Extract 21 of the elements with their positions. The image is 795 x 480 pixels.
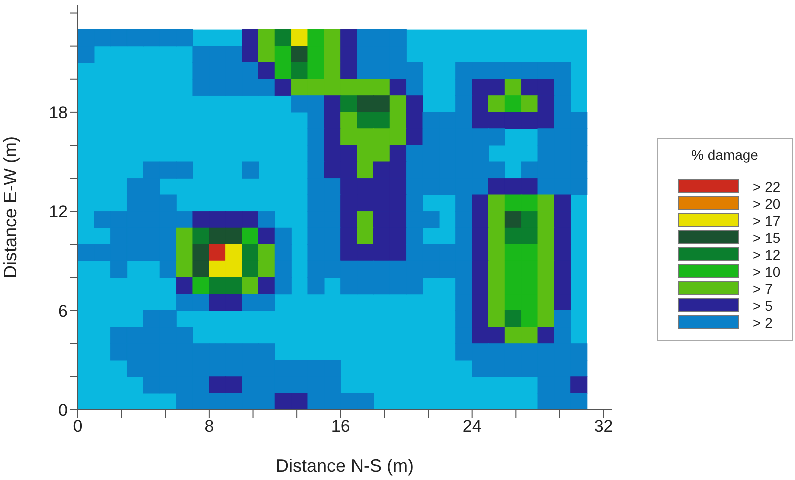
color-bar-label: > 2 (753, 315, 774, 331)
color-bar-title: % damage (692, 147, 759, 163)
x-tick-label: 24 (462, 417, 482, 436)
color-bar-label: > 5 (753, 298, 774, 314)
color-bar-label: > 20 (753, 196, 781, 212)
x-tick-label: 8 (204, 417, 214, 436)
x-tick-label: 16 (331, 417, 350, 436)
color-bar-label: > 10 (753, 264, 781, 280)
y-tick-label: 18 (49, 103, 68, 122)
y-tick-label: 6 (58, 302, 68, 321)
x-axis-title: Distance N-S (m) (276, 456, 414, 476)
y-tick-label: 12 (49, 202, 68, 222)
color-bar-label: > 17 (753, 213, 781, 229)
x-tick-label: 32 (594, 417, 614, 436)
y-tick-label: 0 (58, 401, 68, 420)
color-bar-label: > 15 (753, 230, 781, 246)
color-bar-label: > 7 (753, 281, 774, 297)
color-bar-label: > 22 (753, 179, 781, 195)
x-tick-label: 0 (73, 417, 83, 436)
y-axis-title: Distance E-W (m) (0, 136, 20, 279)
color-bar-label: > 12 (753, 247, 781, 263)
